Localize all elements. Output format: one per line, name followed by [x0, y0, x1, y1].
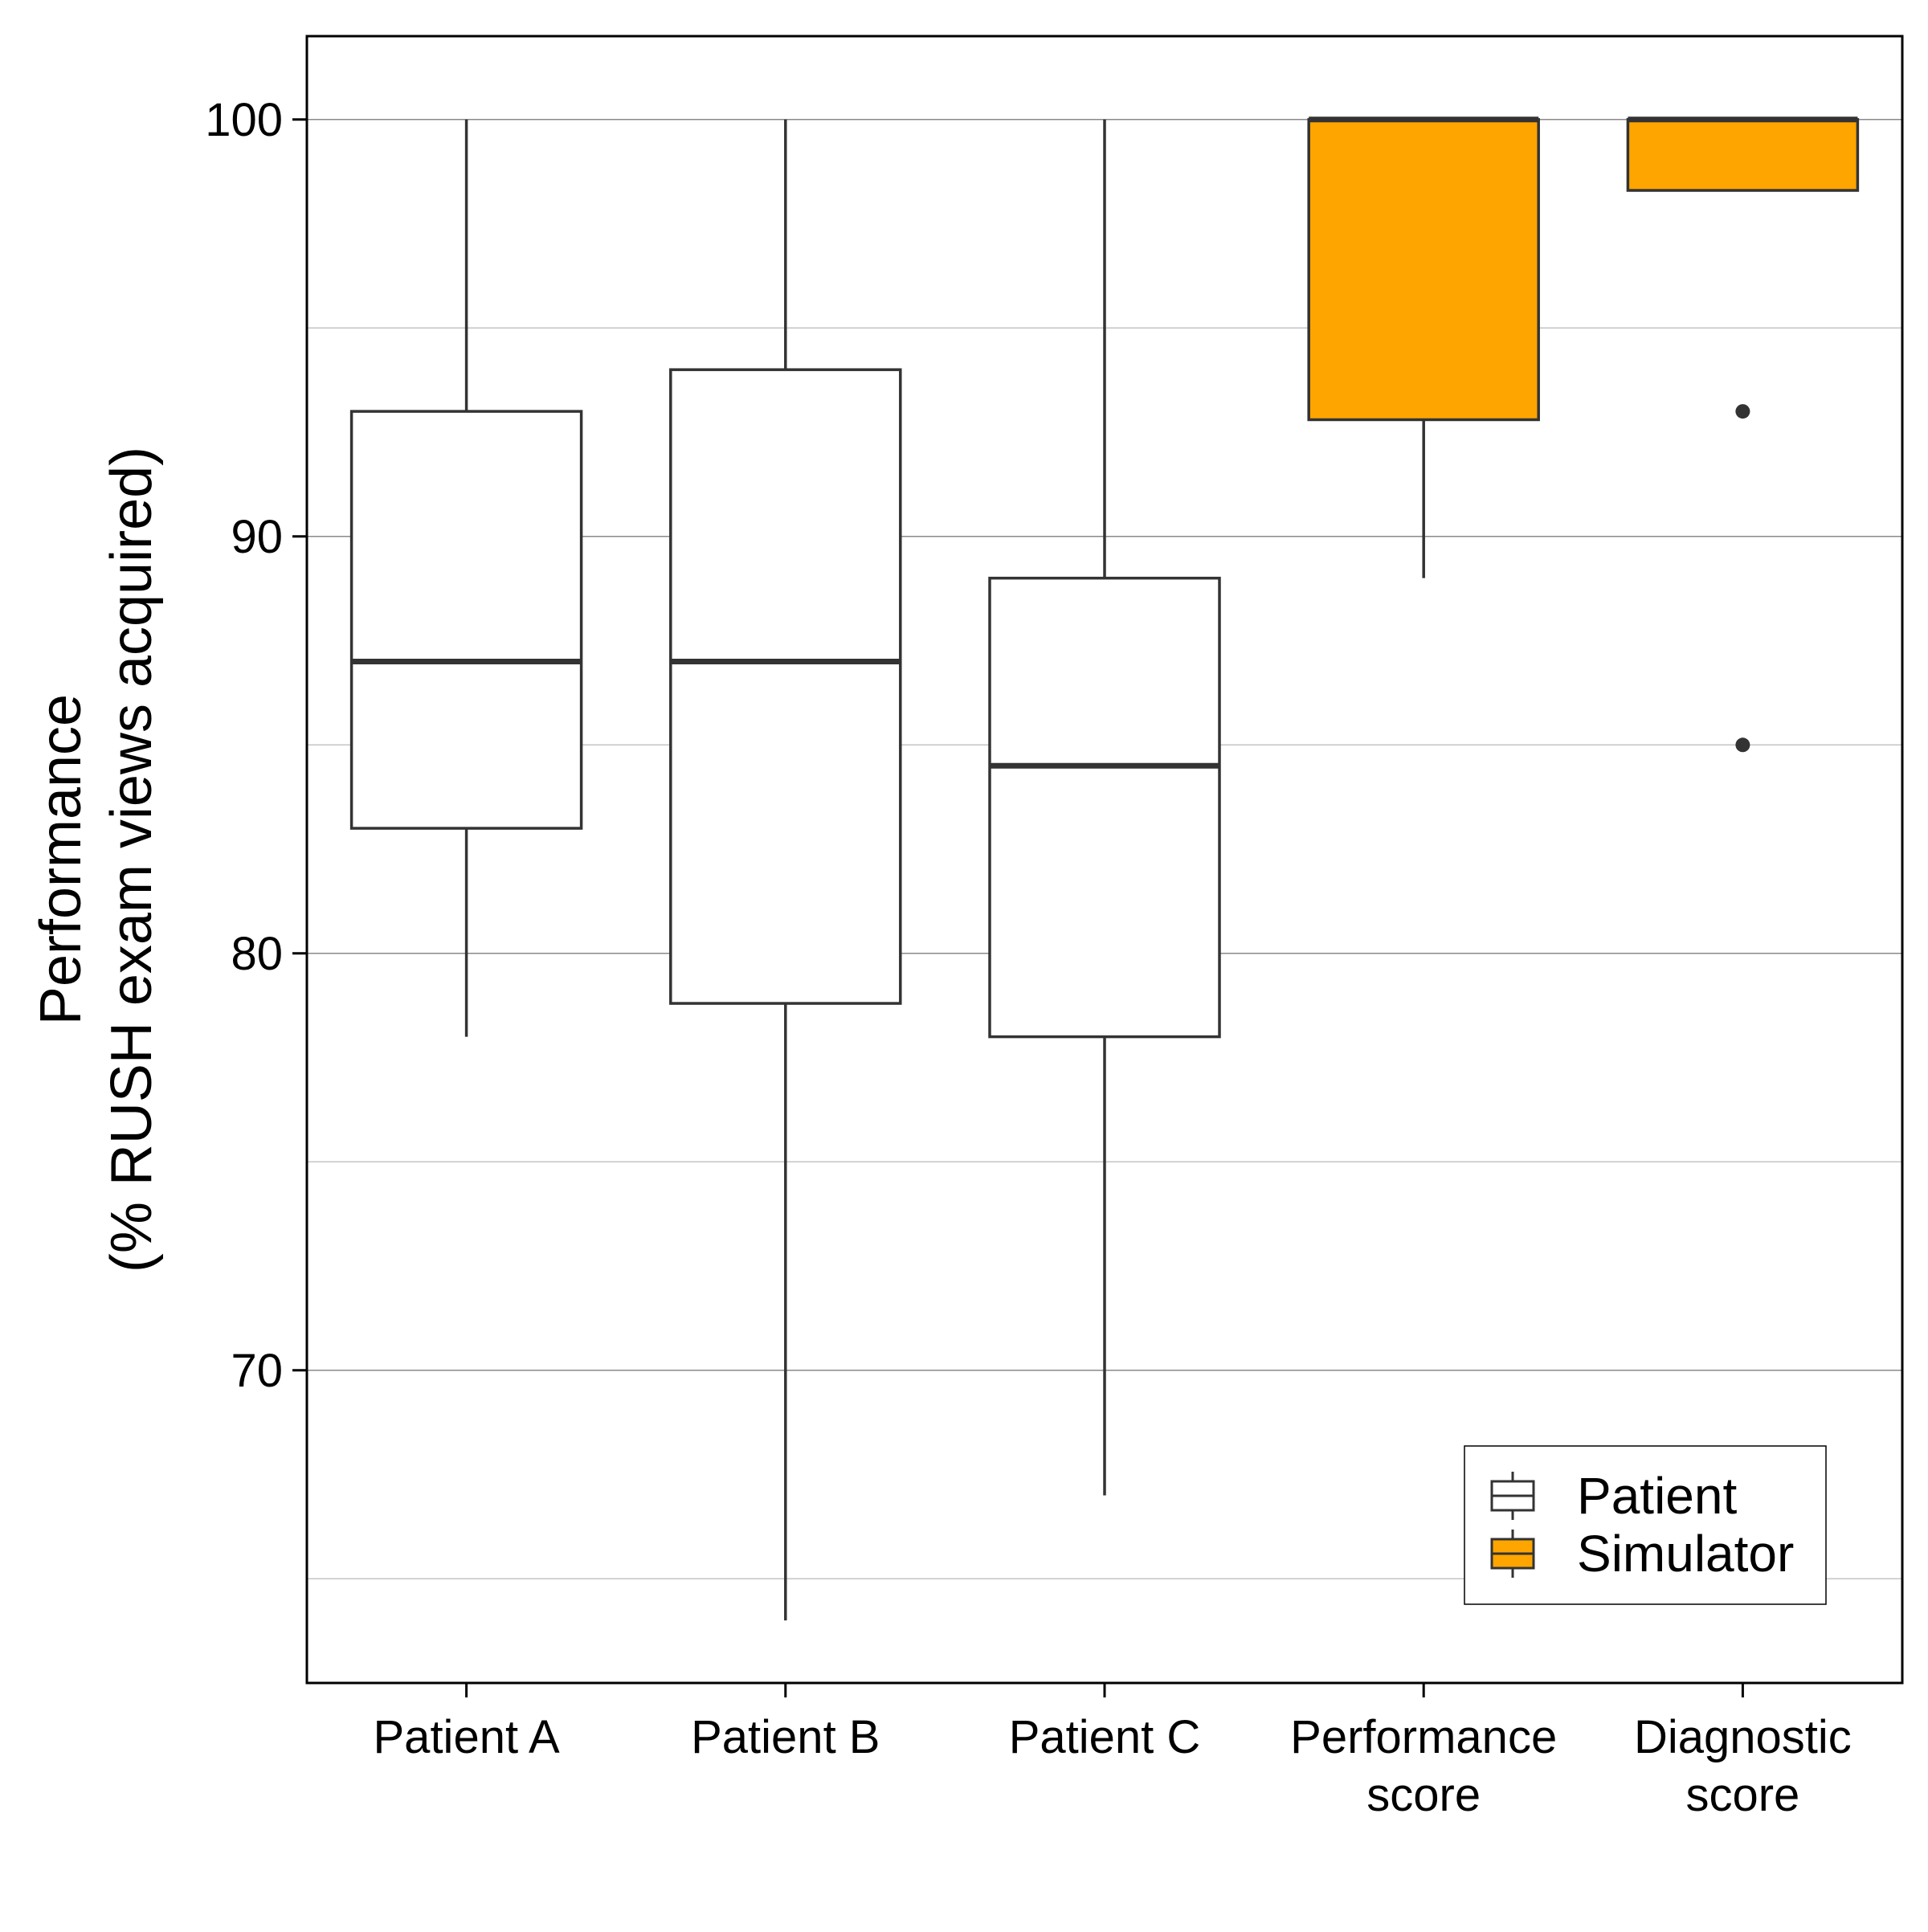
boxplot-series [349, 116, 1860, 1621]
y-tick-label: 80 [231, 928, 283, 980]
legend-key-simulator [1490, 1530, 1535, 1578]
box-patient-a [349, 119, 583, 1037]
iqr-box [349, 410, 583, 830]
x-tick-label: Patient B [691, 1711, 880, 1763]
y-axis: 70 80 90 100 [205, 94, 307, 1397]
legend-key-patient [1490, 1472, 1535, 1520]
x-tick-label: Performance [1290, 1711, 1557, 1763]
x-axis: Patient A Patient B Patient C Performance sc… [374, 1683, 1852, 1821]
y-axis-title-line: (% RUSH exam views acquired) [100, 447, 164, 1272]
legend-label-simulator: Simulator [1577, 1525, 1794, 1583]
x-tick-label: Diagnostic [1634, 1711, 1852, 1763]
iqr-box [988, 576, 1221, 1039]
box-patient-b [669, 119, 902, 1621]
box-performance-score [1307, 116, 1540, 578]
y-tick-label: 70 [231, 1345, 283, 1397]
iqr-box [1307, 118, 1540, 422]
x-tick-label: Patient A [374, 1711, 560, 1763]
x-tick-label: Patient C [1009, 1711, 1201, 1763]
iqr-box [669, 368, 902, 1005]
outlier-point [1735, 404, 1750, 419]
y-axis-title-line: Performance [29, 694, 93, 1025]
y-tick-label: 100 [205, 94, 283, 146]
x-tick-label: score [1366, 1769, 1481, 1821]
y-axis-title: Performance (% RUSH exam views acquired) [29, 447, 164, 1272]
outlier-point [1735, 737, 1750, 753]
legend-label-patient: Patient [1577, 1467, 1737, 1525]
x-tick-label: score [1685, 1769, 1799, 1821]
box-diagnostic-score [1626, 116, 1860, 753]
y-tick-label: 90 [231, 511, 283, 563]
legend-box [1464, 1445, 1827, 1605]
box-patient-c [988, 119, 1221, 1496]
iqr-box [1626, 118, 1860, 192]
